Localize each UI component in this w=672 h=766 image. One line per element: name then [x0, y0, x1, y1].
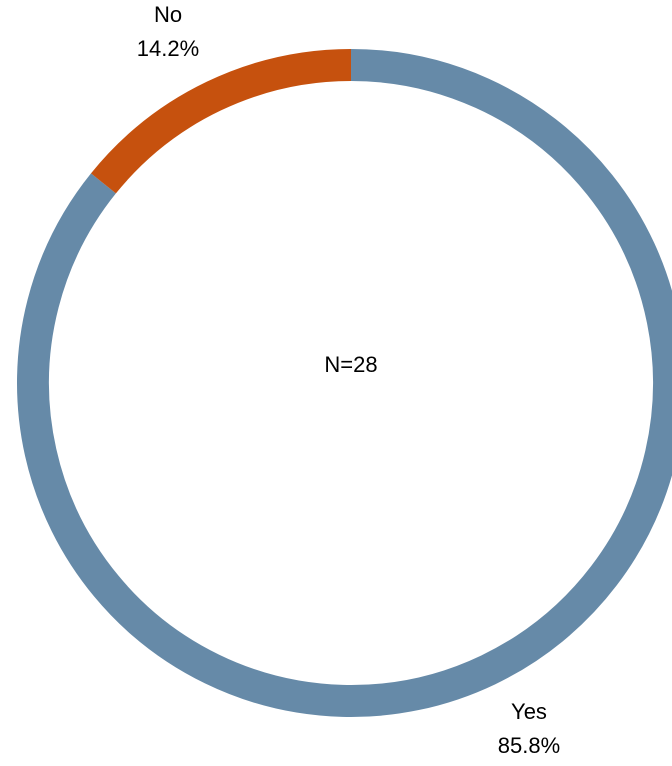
slice-label-yes: Yes [511, 699, 547, 724]
slice-value-yes: 85.8% [498, 733, 560, 758]
slice-yes [17, 49, 672, 717]
slice-value-no: 14.2% [137, 36, 199, 61]
slices-group [17, 49, 672, 717]
slice-labels-group: Yes 85.8% No 14.2% [137, 2, 560, 758]
center-label: N=28 [324, 352, 377, 377]
slice-no [90, 49, 352, 194]
slice-label-no: No [154, 2, 182, 27]
